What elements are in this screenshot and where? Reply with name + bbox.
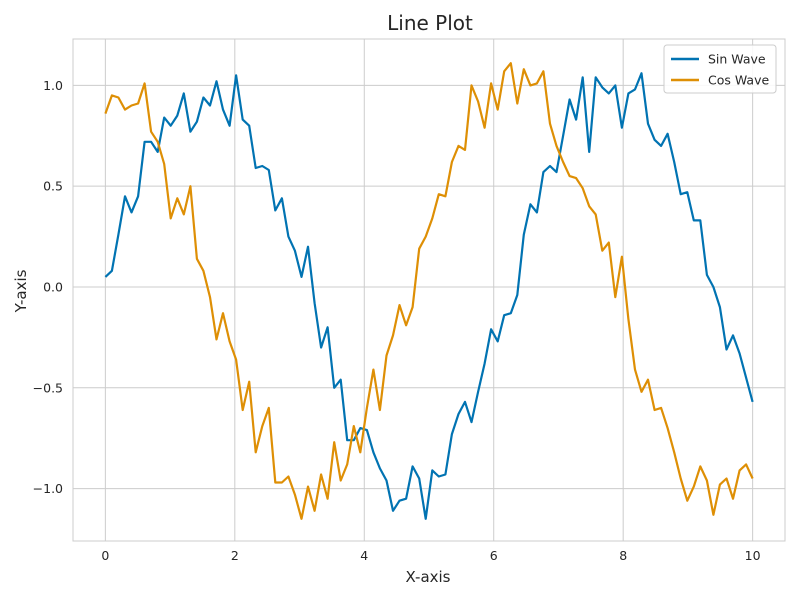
y-axis-label: Y-axis [12,269,30,313]
legend-label: Sin Wave [708,52,766,67]
series-lines [104,62,754,520]
x-tick-label: 6 [490,548,498,563]
plot-frame [72,38,786,542]
series-line-2 [104,62,754,520]
y-tick-label: 0.5 [43,179,63,194]
x-tick-label: 2 [231,548,239,563]
x-tick-label: 10 [745,548,761,563]
x-tick-labels: 0 2 4 6 8 10 [101,548,760,563]
y-tick-label: 1.0 [43,78,63,93]
y-tick-label: 0.0 [43,279,63,294]
series-line-1 [104,72,754,520]
legend-label: Cos Wave [708,73,769,88]
legend: Sin Wave Cos Wave [663,44,777,94]
y-tick-labels: 1.0 0.5 0.0 −0.5 −1.0 [33,78,63,496]
chart-title: Line Plot [387,11,473,35]
x-tick-label: 0 [101,548,109,563]
x-axis-label: X-axis [406,568,451,586]
grid [73,39,785,541]
y-tick-label: −1.0 [33,481,63,496]
y-tick-label: −0.5 [33,380,63,395]
x-tick-label: 4 [360,548,368,563]
x-tick-label: 8 [619,548,627,563]
